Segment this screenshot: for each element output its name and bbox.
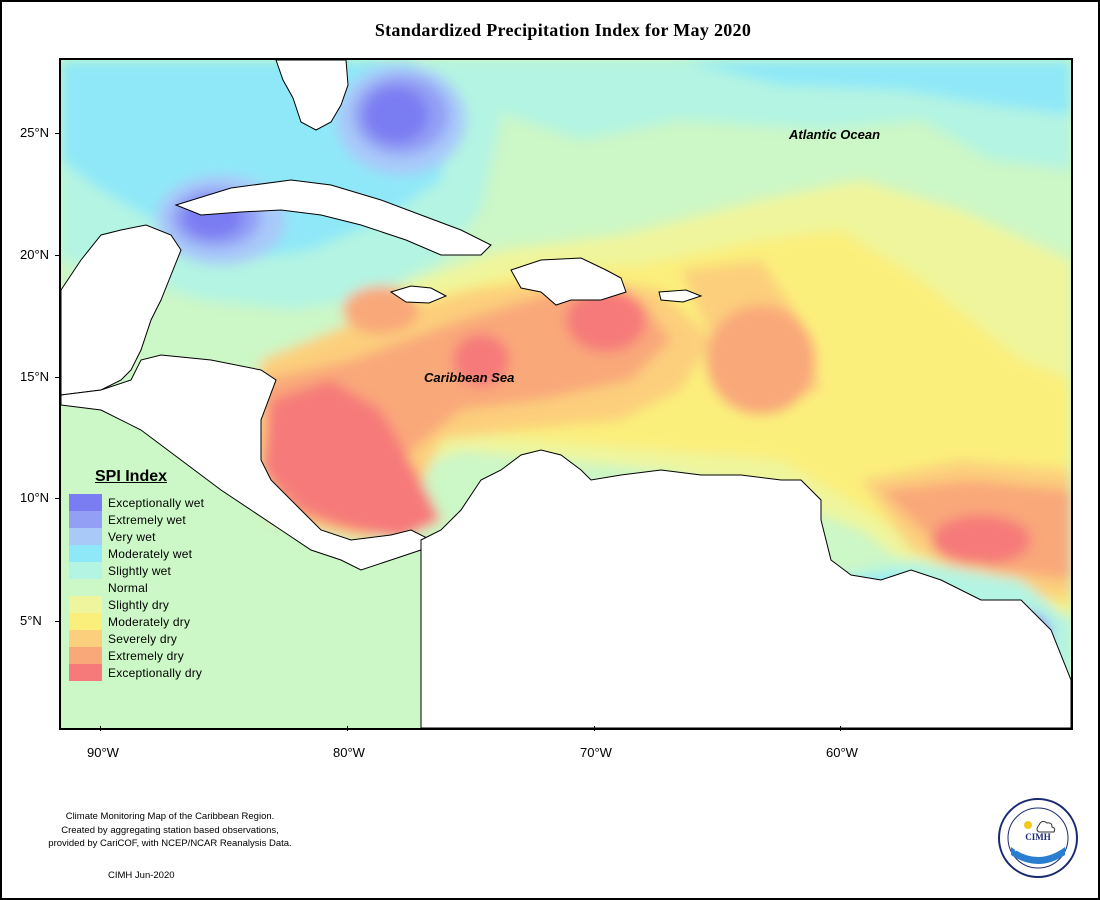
map-date: CIMH Jun-2020 xyxy=(108,870,175,881)
legend-swatch xyxy=(69,630,102,647)
legend-label: Exceptionally wet xyxy=(108,495,205,510)
caribbean-sea-label: Caribbean Sea xyxy=(424,370,515,385)
legend-swatch xyxy=(69,494,102,511)
credits-line-1: Climate Monitoring Map of the Caribbean … xyxy=(65,811,275,822)
exceptionally-dry-atlantic xyxy=(931,515,1031,565)
land-masses xyxy=(61,60,1071,728)
lat-label-20n: 20°N xyxy=(20,247,50,262)
lon-label-60w: 60°W xyxy=(826,745,858,760)
legend-label: Moderately dry xyxy=(108,614,191,629)
legend-swatch xyxy=(69,613,102,630)
legend-label: Slightly wet xyxy=(108,563,172,578)
legend-item: Normal xyxy=(69,579,289,596)
legend-item: Moderately dry xyxy=(69,613,289,630)
moderately-wet-region-ne xyxy=(681,60,1071,115)
legend-item: Exceptionally dry xyxy=(69,664,289,681)
cimh-logo-graphic xyxy=(998,798,1078,878)
legend-item: Slightly dry xyxy=(69,596,289,613)
south-america-land xyxy=(420,449,1071,728)
hispaniola-land xyxy=(510,257,627,306)
legend-swatch xyxy=(69,647,102,664)
spi-map[interactable] xyxy=(59,58,1073,730)
lat-label-25n: 25°N xyxy=(20,125,50,140)
legend-label: Moderately wet xyxy=(108,546,193,561)
credits-line-2: Created by aggregating station based obs… xyxy=(61,824,279,836)
legend-item: Extremely wet xyxy=(69,511,289,528)
legend-swatch xyxy=(69,528,102,545)
lon-tick xyxy=(347,726,348,731)
jamaica-land xyxy=(389,285,448,304)
legend-item: Moderately wet xyxy=(69,545,289,562)
map-credits: Climate Monitoring Map of the Caribbean … xyxy=(20,810,320,851)
legend-item: Exceptionally wet xyxy=(69,494,289,511)
legend-label: Exceptionally dry xyxy=(108,665,203,680)
lat-tick xyxy=(55,621,60,622)
legend-swatch xyxy=(69,562,102,579)
lat-label-10n: 10°N xyxy=(20,490,50,505)
atlantic-ocean-label: Atlantic Ocean xyxy=(789,127,881,142)
legend-item: Slightly wet xyxy=(69,562,289,579)
map-title: Standardized Precipitation Index for May… xyxy=(374,20,752,40)
cuba-land xyxy=(174,179,492,256)
lon-label-90w: 90°W xyxy=(87,745,119,760)
legend-title: SPI Index xyxy=(95,468,168,485)
legend-items: Exceptionally wet Extremely wet Very wet Mo… xyxy=(69,494,289,681)
legend-swatch xyxy=(69,545,102,562)
exceptionally-dry-panama xyxy=(261,380,441,540)
legend-label: Slightly dry xyxy=(108,597,170,612)
lon-tick xyxy=(100,726,101,731)
lat-tick xyxy=(55,498,60,499)
extremely-dry-windward xyxy=(706,305,816,415)
legend-swatch xyxy=(69,596,102,613)
spi-legend: SPI Index Exceptionally wet Extremely wet… xyxy=(69,468,289,681)
lon-tick xyxy=(594,726,595,731)
cimh-logo-icon: CIMH xyxy=(997,797,1079,879)
cimh-logo-text: CIMH xyxy=(1025,832,1051,842)
lon-tick xyxy=(840,726,841,731)
legend-label: Extremely dry xyxy=(108,648,184,663)
credits-line-3: provided by CariCOF, with NCEP/NCAR Rean… xyxy=(48,838,292,849)
legend-label: Severely dry xyxy=(108,631,178,646)
legend-label: Normal xyxy=(108,580,148,595)
legend-item: Extremely dry xyxy=(69,647,289,664)
spi-map-canvas xyxy=(61,60,1071,728)
legend-swatch xyxy=(69,511,102,528)
exceptionally-dry-hispaniola xyxy=(566,288,646,352)
legend-item: Very wet xyxy=(69,528,289,545)
florida-land xyxy=(275,60,349,131)
legend-item: Severely dry xyxy=(69,630,289,647)
legend-label: Extremely wet xyxy=(108,512,186,527)
lat-label-5n: 5°N xyxy=(20,613,42,628)
lat-tick xyxy=(55,133,60,134)
lat-tick xyxy=(55,255,60,256)
lat-label-15n: 15°N xyxy=(20,369,50,384)
exceptionally-dry-central-sea xyxy=(453,334,509,386)
legend-swatch xyxy=(69,664,102,681)
lon-label-70w: 70°W xyxy=(580,745,612,760)
exceptionally-wet-bahamas xyxy=(364,87,428,143)
puerto-rico-land xyxy=(658,289,703,303)
lon-label-80w: 80°W xyxy=(333,745,365,760)
lat-tick xyxy=(55,377,60,378)
legend-swatch xyxy=(69,579,102,596)
central-america-land xyxy=(61,354,432,571)
mexico-land xyxy=(61,224,182,396)
legend-label: Very wet xyxy=(108,529,156,544)
